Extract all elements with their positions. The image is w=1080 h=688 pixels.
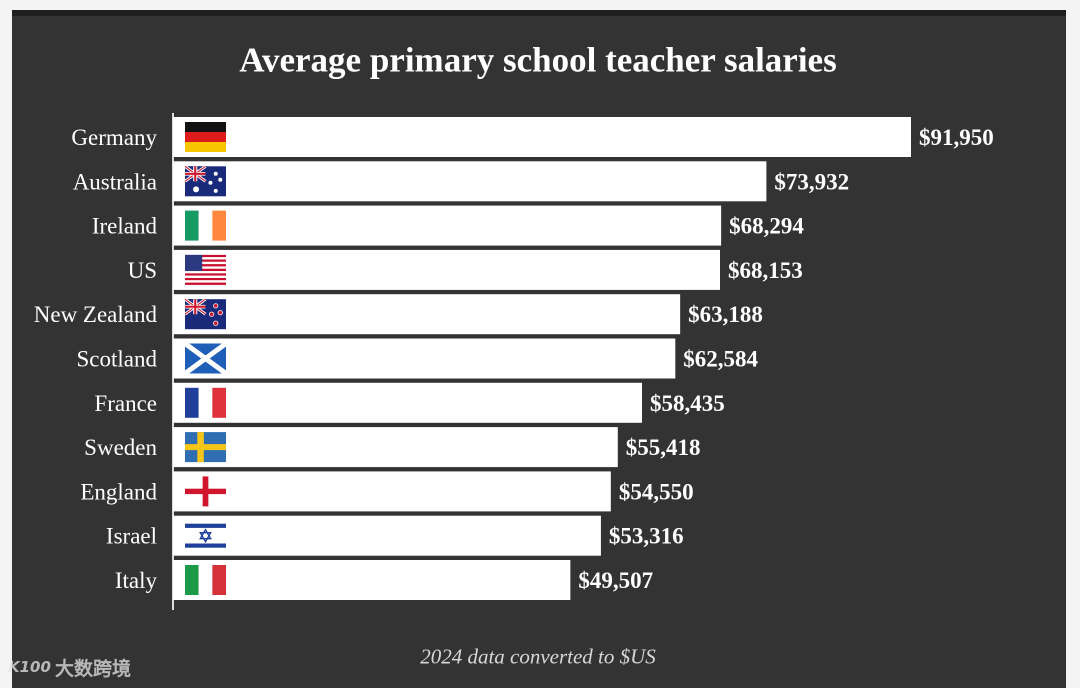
value-label-israel: $53,316 bbox=[609, 524, 684, 549]
new-zealand-flag-icon bbox=[184, 297, 226, 330]
germany-flag-icon bbox=[185, 122, 226, 152]
category-label-sweden: Sweden bbox=[84, 435, 157, 460]
category-label-us: US bbox=[128, 258, 157, 283]
category-label-italy: Italy bbox=[115, 568, 158, 593]
value-label-italy: $49,507 bbox=[578, 568, 653, 593]
sweden-flag-icon bbox=[185, 432, 226, 463]
value-label-scotland: $62,584 bbox=[683, 347, 758, 372]
watermark-text: 大数跨境 bbox=[54, 657, 131, 680]
scotland-flag-icon bbox=[183, 341, 228, 376]
value-label-england: $54,550 bbox=[619, 479, 694, 504]
australia-flag-icon bbox=[184, 165, 226, 197]
bar-scotland bbox=[173, 338, 676, 379]
value-label-australia: $73,932 bbox=[774, 169, 849, 194]
bar-ireland bbox=[173, 205, 722, 246]
bar-italy bbox=[173, 560, 571, 600]
england-flag-icon bbox=[185, 476, 226, 507]
value-label-germany: $91,950 bbox=[919, 125, 994, 150]
bar-new-zealand bbox=[173, 294, 681, 335]
bar-australia bbox=[173, 161, 767, 202]
bar-sweden bbox=[173, 427, 618, 468]
bar-israel bbox=[173, 515, 601, 556]
category-label-england: England bbox=[80, 479, 157, 504]
italy-flag-icon bbox=[185, 565, 226, 595]
category-label-germany: Germany bbox=[71, 125, 157, 150]
category-label-new-zealand: New Zealand bbox=[34, 302, 158, 327]
value-label-ireland: $68,294 bbox=[729, 214, 804, 239]
bar-france bbox=[173, 382, 643, 423]
israel-flag-icon bbox=[185, 520, 226, 551]
category-label-scotland: Scotland bbox=[77, 347, 158, 372]
chart-title: Average primary school teacher salaries bbox=[239, 40, 837, 80]
category-label-israel: Israel bbox=[106, 524, 157, 549]
category-label-france: France bbox=[94, 391, 157, 416]
value-label-us: $68,153 bbox=[728, 258, 803, 283]
chart-note: 2024 data converted to $US bbox=[420, 644, 656, 669]
watermark-logo: K100 bbox=[8, 658, 51, 676]
value-label-sweden: $55,418 bbox=[626, 435, 701, 460]
bar-us bbox=[173, 249, 721, 290]
us-flag-icon bbox=[185, 254, 226, 285]
ireland-flag-icon bbox=[185, 210, 226, 241]
value-label-new-zealand: $63,188 bbox=[688, 302, 763, 327]
france-flag-icon bbox=[185, 387, 226, 418]
bar-england bbox=[173, 471, 611, 512]
category-label-ireland: Ireland bbox=[92, 214, 158, 239]
watermark: K100 大数跨境 bbox=[8, 654, 131, 680]
category-label-australia: Australia bbox=[73, 169, 157, 194]
value-label-france: $58,435 bbox=[650, 391, 725, 416]
bar-germany bbox=[173, 117, 911, 157]
